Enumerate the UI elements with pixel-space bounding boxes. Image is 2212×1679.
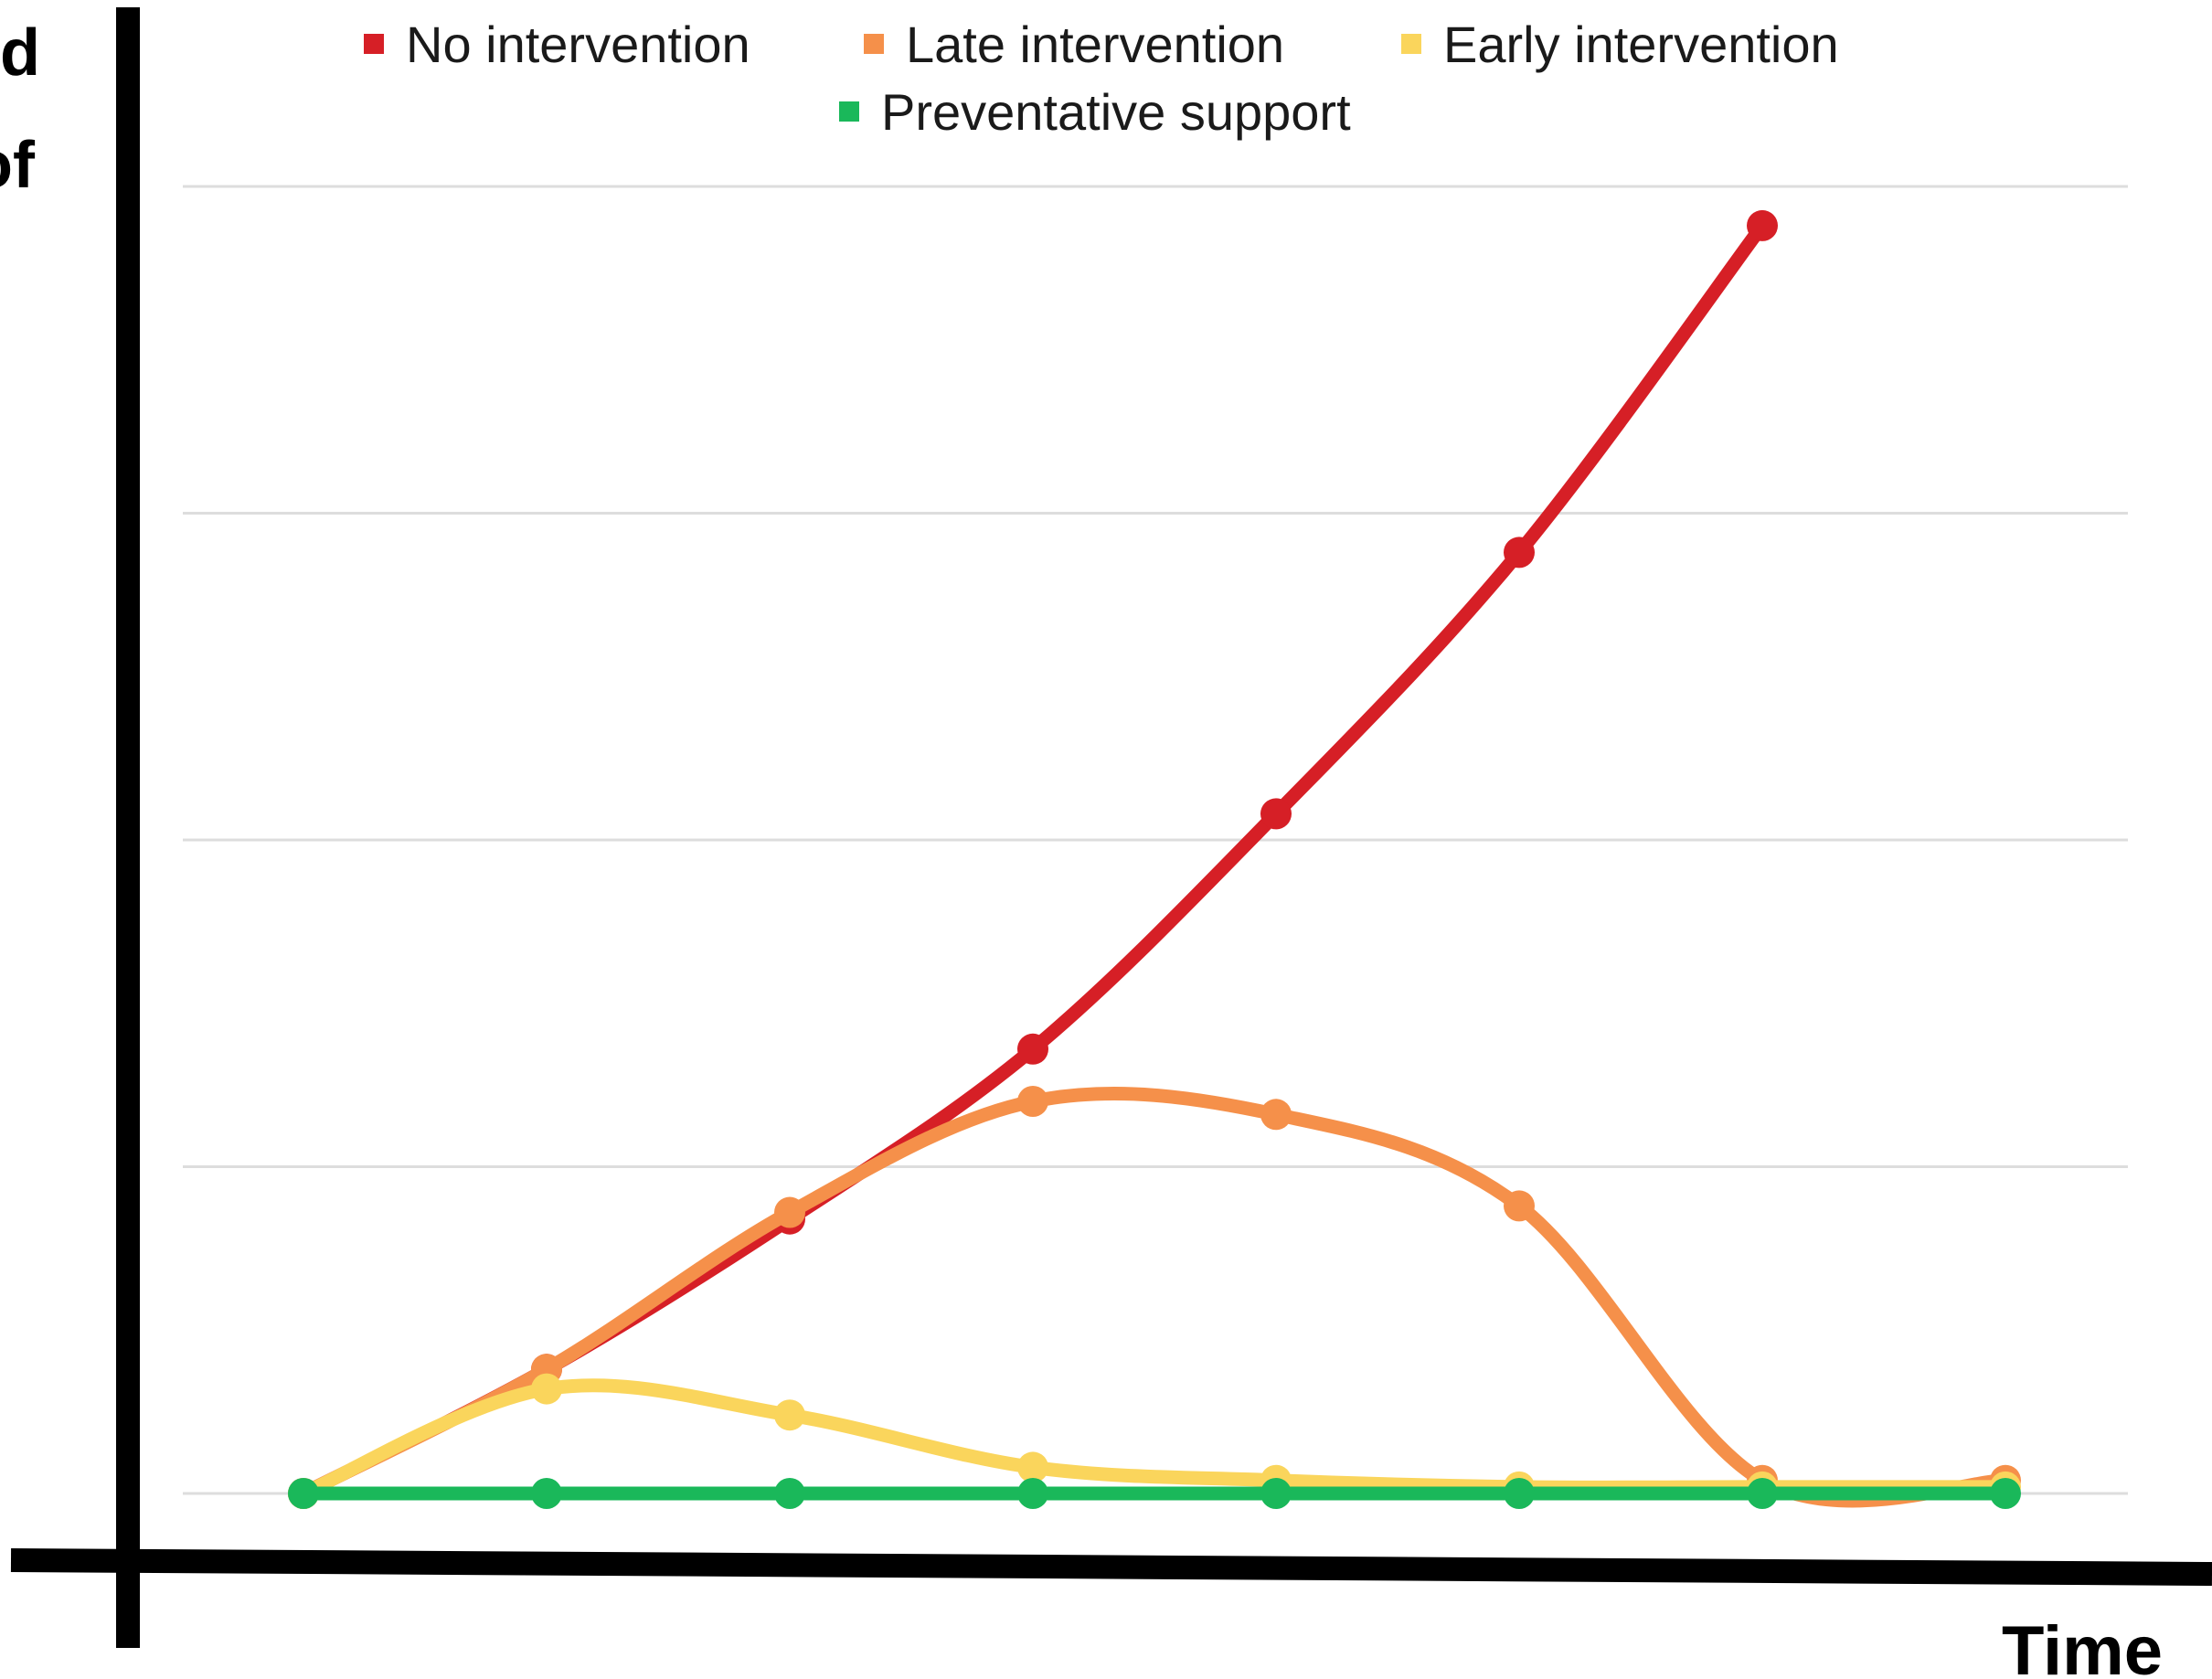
data-point-1-2: [774, 1196, 805, 1228]
axes: [10, 7, 2212, 1648]
data-point-3-3: [1017, 1478, 1048, 1509]
y-axis-label-line1: d: [0, 16, 40, 90]
series-lines: [288, 209, 2021, 1509]
data-point-3-6: [1747, 1478, 1778, 1509]
x-axis-label: Time: [2002, 1612, 2163, 1679]
series-line-1: [296, 1087, 2013, 1508]
series-1: [288, 1086, 2021, 1509]
data-point-0-3: [1017, 1033, 1048, 1065]
data-point-3-7: [1990, 1478, 2021, 1509]
legend: No intervention Late intervention Early in…: [364, 16, 1839, 141]
legend-swatch-1: [864, 34, 884, 54]
legend-label-2: Early intervention: [1443, 16, 1839, 73]
data-point-0-6: [1747, 209, 1778, 241]
data-point-1-5: [1504, 1190, 1535, 1222]
series-line-0: [296, 218, 1770, 1501]
data-point-2-2: [774, 1399, 805, 1431]
data-point-3-5: [1504, 1478, 1535, 1509]
data-point-0-4: [1260, 798, 1292, 830]
series-3: [288, 1478, 2021, 1509]
legend-label-1: Late intervention: [906, 16, 1284, 73]
data-point-3-4: [1260, 1478, 1292, 1509]
gridlines: [183, 185, 2128, 1495]
legend-swatch-3: [839, 101, 859, 122]
data-point-1-3: [1017, 1086, 1048, 1117]
data-point-3-1: [531, 1478, 562, 1509]
data-point-3-0: [288, 1478, 319, 1509]
legend-swatch-0: [364, 34, 384, 54]
data-point-2-3: [1017, 1451, 1048, 1483]
x-axis: [10, 1548, 2212, 1586]
data-point-1-4: [1260, 1099, 1292, 1131]
legend-label-3: Preventative support: [881, 83, 1351, 141]
legend-swatch-2: [1401, 34, 1421, 54]
data-point-2-1: [531, 1373, 562, 1405]
data-point-3-2: [774, 1478, 805, 1509]
series-0: [288, 209, 1778, 1509]
data-point-0-5: [1504, 537, 1535, 569]
legend-label-0: No intervention: [406, 16, 750, 73]
y-axis-label-line2: of: [0, 129, 36, 202]
